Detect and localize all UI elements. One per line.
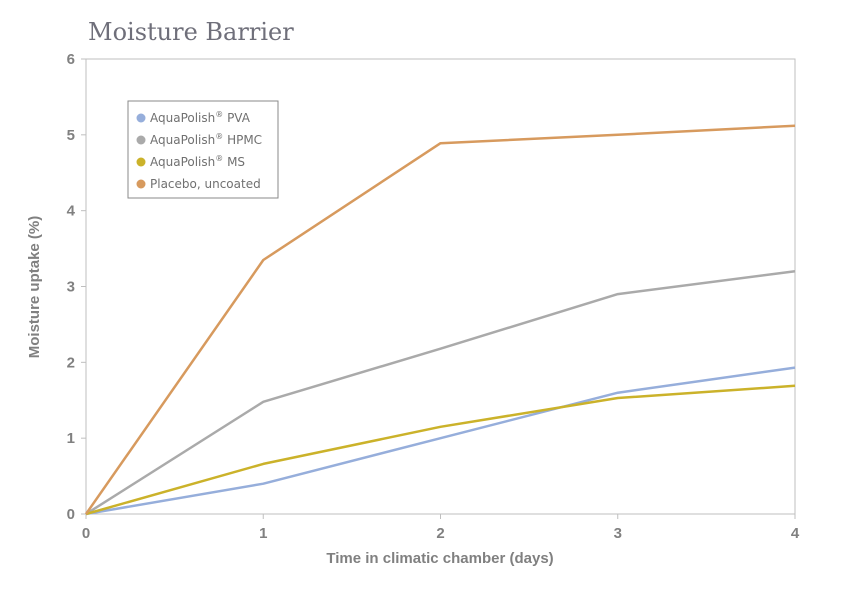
legend-suffix: HPMC — [223, 133, 262, 147]
y-axis-ticks: 0 1 2 3 4 5 6 — [67, 51, 86, 523]
series-line-0 — [85, 366, 796, 516]
legend-suffix: MS — [223, 155, 245, 169]
legend-registered-mark: ® — [215, 110, 223, 119]
legend-label-0: AquaPolish® PVA — [150, 110, 251, 125]
legend-marker-3 — [136, 179, 146, 189]
legend-marker-1 — [136, 135, 146, 145]
y-tick-label: 4 — [67, 203, 76, 220]
legend-registered-mark: ® — [215, 132, 223, 141]
legend-name: AquaPolish — [150, 111, 215, 125]
series-line-1 — [85, 270, 796, 516]
x-tick-label: 0 — [82, 525, 90, 542]
legend-name: Placebo, uncoated — [150, 177, 261, 191]
legend-name: AquaPolish — [150, 155, 215, 169]
legend-name: AquaPolish — [150, 133, 215, 147]
legend-marker-2 — [136, 157, 146, 167]
legend-label-2: AquaPolish® MS — [150, 154, 245, 169]
series-line-3 — [84, 124, 796, 515]
series-lines — [84, 124, 796, 516]
legend-label-1: AquaPolish® HPMC — [150, 132, 262, 147]
y-tick-label: 3 — [67, 279, 75, 296]
y-tick-label: 6 — [67, 51, 75, 68]
series-line-2 — [85, 384, 796, 516]
x-axis-label: Time in climatic chamber (days) — [326, 550, 553, 567]
x-tick-label: 3 — [614, 525, 622, 542]
x-tick-label: 2 — [436, 525, 444, 542]
y-tick-label: 2 — [67, 354, 75, 371]
x-tick-label: 4 — [791, 525, 800, 542]
y-tick-label: 5 — [67, 127, 75, 144]
legend-marker-0 — [136, 113, 146, 123]
legend-registered-mark: ® — [215, 154, 223, 163]
legend-box — [127, 100, 279, 199]
y-tick-label: 1 — [67, 430, 75, 447]
y-tick-label: 0 — [67, 506, 75, 523]
chart-title: Moisture Barrier — [88, 18, 294, 46]
x-tick-label: 1 — [259, 525, 267, 542]
legend-label-3: Placebo, uncoated — [150, 177, 261, 191]
legend-suffix: PVA — [223, 111, 250, 125]
y-axis-label: Moisture uptake (%) — [26, 216, 43, 359]
x-axis-ticks: 0 1 2 3 4 — [82, 514, 800, 542]
